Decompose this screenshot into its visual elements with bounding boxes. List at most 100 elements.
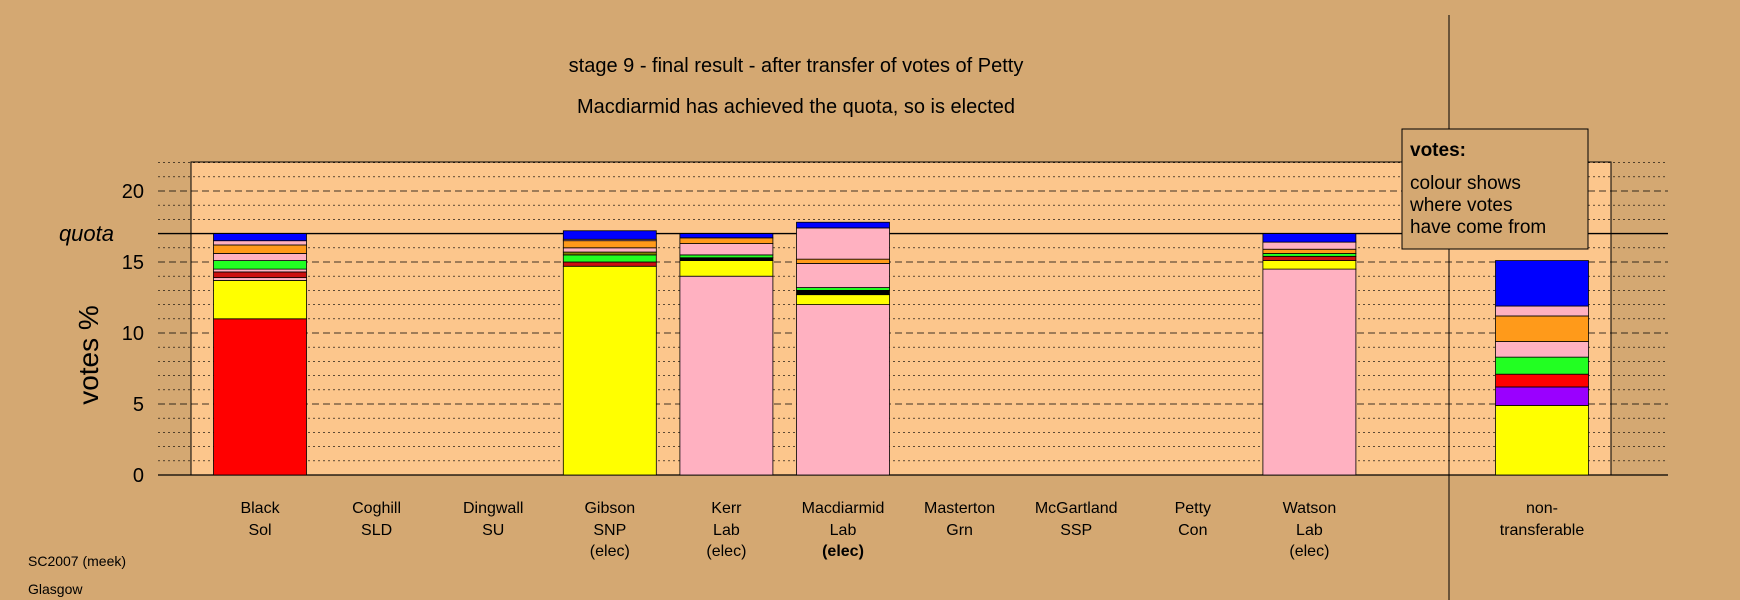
footer-area: Glasgow: [28, 581, 83, 597]
bar-segment: [679, 275, 774, 476]
bar-segment: [1262, 248, 1357, 254]
bar-segment: [796, 221, 890, 229]
candidate-name: Petty: [1175, 500, 1211, 517]
candidate-party: SU: [482, 522, 504, 539]
bar-segment: [213, 280, 307, 320]
bar-segment: [796, 294, 890, 306]
bar-segment: [1495, 405, 1589, 476]
candidate-status: (elec): [822, 543, 864, 560]
candidate-name: Gibson: [584, 500, 635, 517]
y-tick-label: 10: [122, 323, 144, 345]
y-axis: 0 5 10 15 20: [122, 181, 144, 487]
chart-title: stage 9 - final result - after transfer …: [569, 55, 1024, 77]
candidate-status: (elec): [590, 543, 630, 560]
candidate-name: Masterton: [924, 500, 995, 517]
candidate-party: SSP: [1060, 522, 1092, 539]
bar-segment: [213, 253, 307, 261]
bar-segment: [213, 318, 307, 476]
bar-macdiarmid: [796, 221, 890, 476]
y-tick-label: 20: [122, 181, 144, 203]
candidate-status: (elec): [706, 543, 746, 560]
bar-segment: [213, 244, 307, 254]
chart-subtitle: Macdiarmid has achieved the quota, so is…: [577, 96, 1015, 118]
candidate-party: Lab: [830, 522, 857, 539]
bar-segment: [679, 237, 774, 244]
bar-segment: [1262, 255, 1357, 261]
bar-segment: [679, 260, 774, 277]
bar-segment: [213, 240, 307, 246]
bar-segment: [1262, 260, 1357, 270]
bar-segment: [796, 287, 890, 291]
bar-segment: [1262, 268, 1357, 476]
candidate-party: Sol: [248, 522, 271, 539]
x-labels: Black Sol Coghill SLD Dingwall SU Gibson SNP (el…: [240, 500, 1584, 560]
bar-segment: [562, 254, 657, 263]
candidate-name: Dingwall: [463, 500, 523, 517]
bar-segment: [1262, 253, 1357, 257]
bar-segment: [213, 260, 307, 270]
bars: [213, 221, 1589, 476]
candidate-party: Con: [1178, 522, 1207, 539]
legend-box: [1401, 128, 1589, 250]
candidate-party: Lab: [713, 522, 740, 539]
bar-segment: [796, 258, 890, 264]
bar-segment: [213, 268, 307, 273]
candidate-party: Grn: [946, 522, 973, 539]
bar-black: [213, 233, 307, 476]
bar-segment: [679, 243, 774, 256]
footer-source: SC2007 (meek): [28, 553, 126, 569]
bar-segment: [1495, 386, 1589, 406]
candidate-name: Watson: [1283, 500, 1337, 517]
bar-segment: [796, 227, 890, 260]
candidate-name: Kerr: [711, 500, 742, 517]
candidate-name: Macdiarmid: [802, 500, 885, 517]
y-tick-label: 5: [133, 394, 144, 416]
legend-line-1: colour shows: [1410, 173, 1521, 194]
bar-segment: [1262, 233, 1357, 243]
candidate-party: Lab: [1296, 522, 1323, 539]
bar-segment: [796, 263, 890, 288]
legend-line-3: have come from: [1410, 217, 1546, 238]
bar-segment: [1495, 373, 1589, 388]
bar-segment: [1495, 260, 1589, 307]
bar-gibson: [562, 230, 657, 476]
bar-segment: [1495, 305, 1589, 317]
bar-segment: [679, 257, 774, 261]
nontransferable-label: transferable: [1500, 522, 1585, 539]
bar-segment: [679, 254, 774, 259]
legend-line-2: where votes: [1409, 195, 1512, 216]
bar-segment: [1495, 341, 1589, 358]
y-tick-label: 0: [133, 465, 144, 487]
candidate-party: SNP: [593, 522, 626, 539]
bar-segment: [562, 265, 657, 476]
bar-segment: [1262, 241, 1357, 250]
legend: votes: colour shows where votes have com…: [1401, 128, 1589, 250]
candidate-status: (elec): [1289, 543, 1329, 560]
bar-segment: [213, 271, 307, 279]
nontransferable-label: non-: [1526, 500, 1558, 517]
grid: [158, 162, 1668, 476]
bar-segment: [1495, 356, 1589, 375]
bar-segment: [562, 251, 657, 256]
bar-nontransferable: [1495, 260, 1589, 476]
y-axis-label: votes %: [73, 305, 104, 405]
bar-segment: [213, 233, 307, 242]
bar-segment: [213, 277, 307, 281]
candidate-name: Black: [240, 500, 280, 517]
candidate-name: Coghill: [352, 500, 401, 517]
bar-segment: [562, 230, 657, 240]
legend-title: votes:: [1410, 140, 1466, 161]
candidate-name: McGartland: [1035, 500, 1118, 517]
candidate-party: SLD: [361, 522, 392, 539]
bar-kerr: [679, 233, 774, 476]
bar-watson: [1262, 233, 1357, 476]
bar-segment: [796, 289, 890, 296]
y-tick-label: 15: [122, 252, 144, 274]
bar-segment: [796, 304, 890, 476]
bar-segment: [562, 261, 657, 267]
bar-segment: [562, 247, 657, 253]
bar-segment: [679, 233, 774, 239]
bar-segment: [562, 240, 657, 249]
bar-segment: [1495, 315, 1589, 342]
